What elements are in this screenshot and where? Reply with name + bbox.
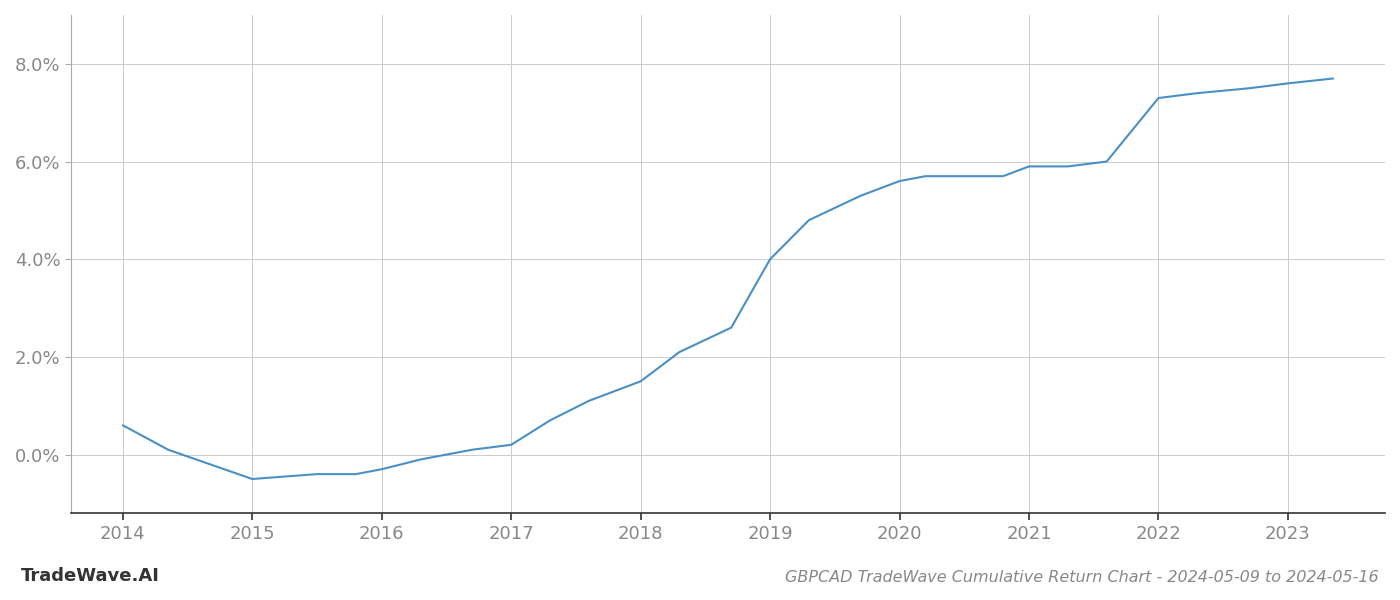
Text: GBPCAD TradeWave Cumulative Return Chart - 2024-05-09 to 2024-05-16: GBPCAD TradeWave Cumulative Return Chart… [785,570,1379,585]
Text: TradeWave.AI: TradeWave.AI [21,567,160,585]
